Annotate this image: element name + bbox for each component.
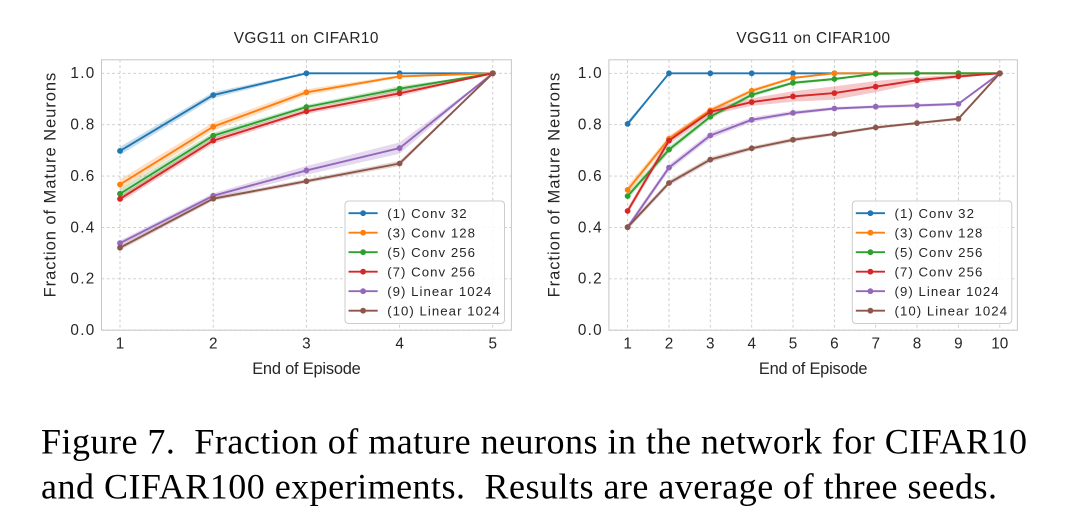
svg-text:2: 2: [209, 336, 218, 353]
svg-text:(9) Linear 1024: (9) Linear 1024: [895, 284, 1000, 299]
svg-text:(9) Linear 1024: (9) Linear 1024: [387, 284, 492, 299]
svg-text:0.6: 0.6: [578, 168, 603, 185]
svg-text:0.4: 0.4: [70, 219, 95, 236]
svg-text:VGG11 on CIFAR100: VGG11 on CIFAR100: [736, 30, 890, 47]
svg-text:1.0: 1.0: [70, 65, 95, 82]
svg-text:1: 1: [116, 336, 125, 353]
svg-text:3: 3: [706, 336, 715, 353]
svg-text:Fraction of Mature Neurons: Fraction of Mature Neurons: [42, 72, 60, 298]
svg-text:Figure 7. Fraction of mature: Figure 7. Fraction of mature neurons in …: [41, 421, 1028, 461]
svg-text:(1) Conv 32: (1) Conv 32: [387, 206, 467, 221]
svg-text:End of Episode: End of Episode: [759, 360, 867, 378]
svg-text:0.8: 0.8: [578, 117, 603, 134]
svg-text:(7) Conv 256: (7) Conv 256: [895, 264, 984, 279]
svg-text:(10) Linear 1024: (10) Linear 1024: [387, 303, 501, 318]
svg-text:1: 1: [623, 336, 632, 353]
svg-text:9: 9: [954, 336, 963, 353]
svg-text:10: 10: [991, 336, 1008, 353]
svg-text:2: 2: [665, 336, 674, 353]
svg-text:(1) Conv 32: (1) Conv 32: [895, 206, 975, 221]
svg-text:0.2: 0.2: [70, 271, 95, 288]
svg-text:6: 6: [830, 336, 839, 353]
svg-text:1.0: 1.0: [578, 65, 603, 82]
svg-text:0.0: 0.0: [578, 322, 603, 339]
svg-text:8: 8: [913, 336, 922, 353]
svg-text:0.4: 0.4: [578, 219, 603, 236]
svg-text:5: 5: [789, 336, 798, 353]
svg-text:0.8: 0.8: [70, 117, 95, 134]
svg-text:(10) Linear 1024: (10) Linear 1024: [895, 303, 1009, 318]
svg-text:4: 4: [395, 336, 404, 353]
svg-text:End of Episode: End of Episode: [252, 360, 360, 378]
svg-text:0.0: 0.0: [70, 322, 95, 339]
svg-text:VGG11 on CIFAR10: VGG11 on CIFAR10: [234, 30, 379, 47]
svg-text:5: 5: [489, 336, 498, 353]
svg-text:0.6: 0.6: [70, 168, 95, 185]
svg-text:Fraction of Mature Neurons: Fraction of Mature Neurons: [546, 72, 564, 298]
svg-text:(7) Conv 256: (7) Conv 256: [387, 264, 476, 279]
svg-text:and CIFAR100 experiments. Res: and CIFAR100 experiments. Results are av…: [41, 467, 997, 507]
svg-text:0.2: 0.2: [578, 271, 603, 288]
svg-text:4: 4: [747, 336, 756, 353]
svg-text:(5) Conv 256: (5) Conv 256: [895, 245, 984, 260]
svg-text:(3) Conv 128: (3) Conv 128: [895, 225, 984, 240]
svg-text:(5) Conv 256: (5) Conv 256: [387, 245, 476, 260]
svg-text:3: 3: [302, 336, 311, 353]
svg-text:(3) Conv 128: (3) Conv 128: [387, 225, 476, 240]
svg-text:7: 7: [871, 336, 880, 353]
